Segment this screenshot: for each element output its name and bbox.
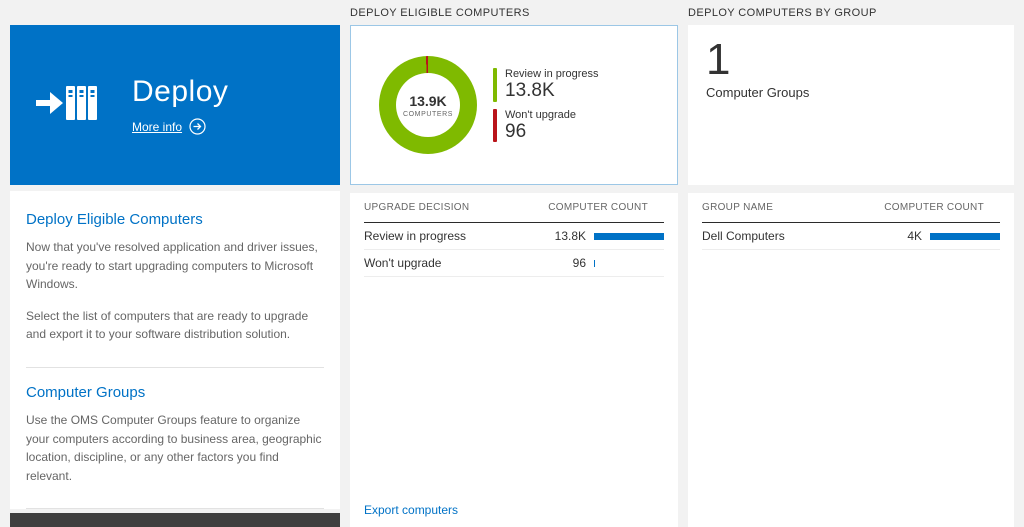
legend-text: Review in progress 13.8K [505,68,599,102]
donut-center: 13.9K COMPUTERS [396,73,460,137]
row-value: 4K [907,229,922,243]
upgrade-decision-table: UPGRADE DECISION COMPUTER COUNT Review i… [350,193,678,527]
legend-item-review: Review in progress 13.8K [493,67,599,102]
section-paragraph: Select the list of computers that are re… [26,308,309,342]
column-header-group-name: GROUP NAME [702,202,774,213]
more-info-link[interactable]: More info [132,119,183,134]
legend-value: 13.8K [505,79,555,101]
column-header-computer-count: COMPUTER COUNT [548,202,648,213]
table-header-row: GROUP NAME COMPUTER COUNT [702,193,1000,223]
export-computers-link[interactable]: Export computers [364,503,459,517]
more-info-row: More info [132,118,228,135]
legend-label: Won't upgrade [505,108,577,121]
arrow-circle-icon[interactable] [189,118,206,135]
row-value: 96 [572,256,586,270]
deploy-tile-title: Deploy [132,75,229,108]
row-bar-track [594,259,664,267]
legend-text: Won't upgrade 96 [505,109,576,143]
table-header-row: UPGRADE DECISION COMPUTER COUNT [364,193,664,223]
table-row[interactable]: Dell Computers 4K [702,223,1000,250]
section-computer-groups: Computer Groups Use the OMS Computer Gro… [26,368,324,509]
group-table: GROUP NAME COMPUTER COUNT Dell Computers… [688,193,1014,527]
right-column: DEPLOY COMPUTERS BY GROUP 1 Computer Gro… [688,0,1014,527]
row-bar [930,232,1000,240]
section-paragraph: Use the OMS Computer Groups feature to o… [26,412,322,483]
section-heading: Computer Groups [26,383,146,401]
row-label: Dell Computers [702,229,785,243]
section-heading: Deploy Eligible Computers [26,211,203,228]
donut-center-label: COMPUTERS [402,110,454,118]
legend-label: Review in progress [505,67,599,80]
dark-footer-bar [10,513,340,527]
row-label: Won't upgrade [364,256,442,270]
donut-center-value: 13.9K [409,92,447,109]
row-value: 13.8K [554,229,586,243]
middle-column: DEPLOY ELIGIBLE COMPUTERS 13.9K COMPUTER… [350,0,678,527]
group-count-value: 1 [706,35,731,84]
row-bar [594,232,664,240]
deploy-icon [36,78,102,133]
right-column-header: DEPLOY COMPUTERS BY GROUP [688,6,877,19]
row-bar [594,259,595,267]
legend-color-bar-red [493,108,497,143]
eligible-computers-tile[interactable]: 13.9K COMPUTERS Review in progress 13.8K… [350,25,678,185]
column-header-computer-count: COMPUTER COUNT [884,202,984,213]
legend-item-wont-upgrade: Won't upgrade 96 [493,108,599,143]
legend-value: 96 [505,120,527,142]
section-deploy-eligible: Deploy Eligible Computers Now that you'v… [26,195,324,368]
deploy-tile[interactable]: Deploy More info [10,25,340,185]
group-count-label: Computer Groups [706,85,810,101]
deploy-tile-text: Deploy More info [132,75,228,135]
section-paragraph: Now that you've resolved application and… [26,240,318,292]
legend-color-bar-green [493,67,497,102]
table-row[interactable]: Won't upgrade 96 [364,250,664,277]
donut-chart: 13.9K COMPUTERS [379,56,477,154]
row-bar-track [930,232,1000,240]
left-column-header-spacer [10,0,340,25]
computer-groups-tile[interactable]: 1 Computer Groups [688,25,1014,185]
row-bar-track [594,232,664,240]
table-row[interactable]: Review in progress 13.8K [364,223,664,250]
description-panel: Deploy Eligible Computers Now that you'v… [10,191,340,509]
middle-column-header: DEPLOY ELIGIBLE COMPUTERS [350,6,530,19]
left-column: Deploy More info Deploy Eligible Compute… [10,0,340,527]
row-label: Review in progress [364,229,467,243]
column-header-upgrade-decision: UPGRADE DECISION [364,202,470,213]
donut-legend: Review in progress 13.8K Won't upgrade 9… [493,67,599,143]
